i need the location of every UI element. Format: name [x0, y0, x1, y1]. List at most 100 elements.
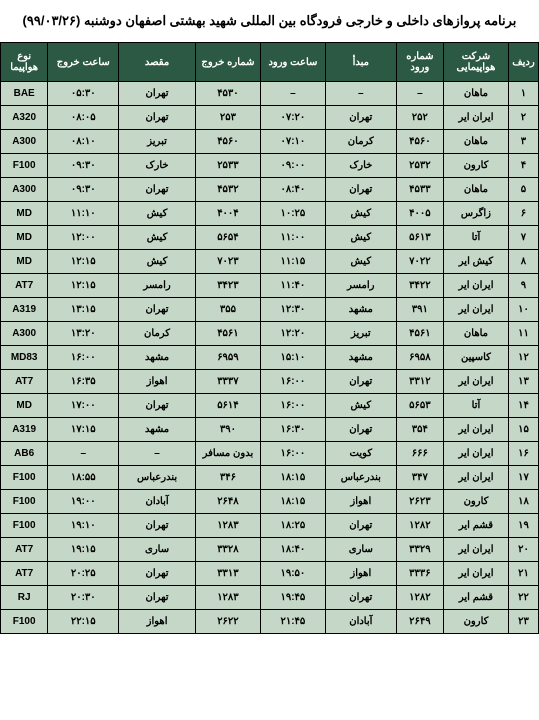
- cell-row-no: ۱۷: [508, 466, 538, 490]
- cell-type: A300: [1, 130, 48, 154]
- cell-arr-no: ۳۹۱: [396, 298, 443, 322]
- cell-arr-time: ۱۶:۳۰: [260, 418, 325, 442]
- table-row: ۸کیش ایر۷۰۲۲کیش۱۱:۱۵۷۰۲۳کیش۱۲:۱۵MD: [1, 250, 539, 274]
- header-arr-time: ساعت ورود: [260, 43, 325, 82]
- cell-airline: کاسپین: [443, 346, 508, 370]
- cell-arr-time: ۰۸:۴۰: [260, 178, 325, 202]
- cell-row-no: ۱۹: [508, 514, 538, 538]
- cell-row-no: ۵: [508, 178, 538, 202]
- cell-dep-no: ۴۵۶۰: [195, 130, 260, 154]
- cell-arr-no: ۵۶۱۳: [396, 226, 443, 250]
- cell-dep-time: ۰۹:۳۰: [48, 154, 119, 178]
- header-arr-no: شماره ورود: [396, 43, 443, 82]
- header-origin: مبدأ: [325, 43, 396, 82]
- table-row: ۴کارون۲۵۳۲خارک۰۹:۰۰۲۵۳۳خارک۰۹:۳۰F100: [1, 154, 539, 178]
- header-row: ردیف شرکت هواپیمایی شماره ورود مبدأ ساعت…: [1, 43, 539, 82]
- table-row: ۱۵ایران ایر۳۵۴تهران۱۶:۳۰۳۹۰مشهد۱۷:۱۵A319: [1, 418, 539, 442]
- cell-dest: کیش: [119, 250, 196, 274]
- cell-origin: تهران: [325, 586, 396, 610]
- cell-type: MD: [1, 394, 48, 418]
- cell-airline: ایران ایر: [443, 418, 508, 442]
- cell-dest: ساری: [119, 538, 196, 562]
- cell-dest: تهران: [119, 562, 196, 586]
- cell-arr-no: ۳۳۱۲: [396, 370, 443, 394]
- cell-origin: کویت: [325, 442, 396, 466]
- cell-arr-time: ۱۸:۱۵: [260, 490, 325, 514]
- cell-type: AT7: [1, 538, 48, 562]
- header-airline: شرکت هواپیمایی: [443, 43, 508, 82]
- table-row: ۱۶ایران ایر۶۶۶کویت۱۶:۰۰بدون مسافر––AB6: [1, 442, 539, 466]
- cell-airline: ایران ایر: [443, 370, 508, 394]
- cell-origin: آبادان: [325, 610, 396, 634]
- cell-airline: ماهان: [443, 322, 508, 346]
- cell-airline: قشم ایر: [443, 514, 508, 538]
- cell-row-no: ۲۲: [508, 586, 538, 610]
- cell-dep-time: ۱۲:۱۵: [48, 274, 119, 298]
- cell-arr-no: ۲۶۲۳: [396, 490, 443, 514]
- cell-origin: تهران: [325, 106, 396, 130]
- cell-dep-time: ۰۸:۱۰: [48, 130, 119, 154]
- cell-type: RJ: [1, 586, 48, 610]
- table-row: ۱۴آتا۵۶۵۳کیش۱۶:۰۰۵۶۱۴تهران۱۷:۰۰MD: [1, 394, 539, 418]
- cell-dep-no: ۲۶۲۲: [195, 610, 260, 634]
- cell-origin: رامسر: [325, 274, 396, 298]
- cell-arr-time: –: [260, 82, 325, 106]
- cell-type: AT7: [1, 562, 48, 586]
- cell-dep-no: بدون مسافر: [195, 442, 260, 466]
- cell-dep-time: ۱۳:۱۵: [48, 298, 119, 322]
- flight-schedule-container: برنامه پروازهای داخلی و خارجی فرودگاه بی…: [0, 0, 539, 634]
- cell-arr-no: –: [396, 82, 443, 106]
- cell-dep-no: ۲۵۳: [195, 106, 260, 130]
- cell-arr-no: ۴۵۳۳: [396, 178, 443, 202]
- cell-dep-time: ۰۸:۰۵: [48, 106, 119, 130]
- cell-origin: تهران: [325, 178, 396, 202]
- cell-dep-time: ۲۰:۲۵: [48, 562, 119, 586]
- cell-dest: اهواز: [119, 610, 196, 634]
- cell-dest: تهران: [119, 106, 196, 130]
- cell-type: A300: [1, 178, 48, 202]
- cell-dep-time: ۱۹:۱۵: [48, 538, 119, 562]
- cell-arr-time: ۱۱:۰۰: [260, 226, 325, 250]
- cell-arr-no: ۱۲۸۲: [396, 586, 443, 610]
- cell-arr-no: ۲۵۲: [396, 106, 443, 130]
- cell-type: F100: [1, 610, 48, 634]
- cell-origin: ساری: [325, 538, 396, 562]
- cell-arr-time: ۱۸:۴۰: [260, 538, 325, 562]
- cell-arr-time: ۱۰:۲۵: [260, 202, 325, 226]
- cell-arr-time: ۲۱:۴۵: [260, 610, 325, 634]
- cell-dep-no: ۴۰۰۴: [195, 202, 260, 226]
- cell-dep-no: ۳۹۰: [195, 418, 260, 442]
- cell-origin: تهران: [325, 418, 396, 442]
- cell-type: AT7: [1, 274, 48, 298]
- cell-dest: تهران: [119, 514, 196, 538]
- cell-dep-time: ۰۵:۳۰: [48, 82, 119, 106]
- cell-arr-time: ۱۶:۰۰: [260, 370, 325, 394]
- cell-airline: ایران ایر: [443, 538, 508, 562]
- cell-airline: ماهان: [443, 178, 508, 202]
- cell-arr-no: ۲۵۳۲: [396, 154, 443, 178]
- cell-type: A300: [1, 322, 48, 346]
- cell-type: F100: [1, 154, 48, 178]
- cell-arr-time: ۱۵:۱۰: [260, 346, 325, 370]
- cell-arr-time: ۱۱:۱۵: [260, 250, 325, 274]
- cell-dest: تهران: [119, 82, 196, 106]
- cell-airline: ایران ایر: [443, 106, 508, 130]
- cell-dest: مشهد: [119, 346, 196, 370]
- cell-airline: ایران ایر: [443, 298, 508, 322]
- cell-row-no: ۱: [508, 82, 538, 106]
- cell-arr-no: ۵۶۵۳: [396, 394, 443, 418]
- cell-row-no: ۱۶: [508, 442, 538, 466]
- cell-airline: کارون: [443, 490, 508, 514]
- cell-dest: تهران: [119, 586, 196, 610]
- cell-row-no: ۳: [508, 130, 538, 154]
- cell-dep-no: ۵۶۱۴: [195, 394, 260, 418]
- table-row: ۲۱ایران ایر۳۳۳۶اهواز۱۹:۵۰۳۳۱۳تهران۲۰:۲۵A…: [1, 562, 539, 586]
- header-dep-time: ساعت خروج: [48, 43, 119, 82]
- cell-airline: زاگرس: [443, 202, 508, 226]
- cell-dep-time: –: [48, 442, 119, 466]
- cell-arr-no: ۳۳۲۹: [396, 538, 443, 562]
- cell-origin: تبریز: [325, 322, 396, 346]
- cell-type: F100: [1, 490, 48, 514]
- cell-origin: –: [325, 82, 396, 106]
- cell-origin: خارک: [325, 154, 396, 178]
